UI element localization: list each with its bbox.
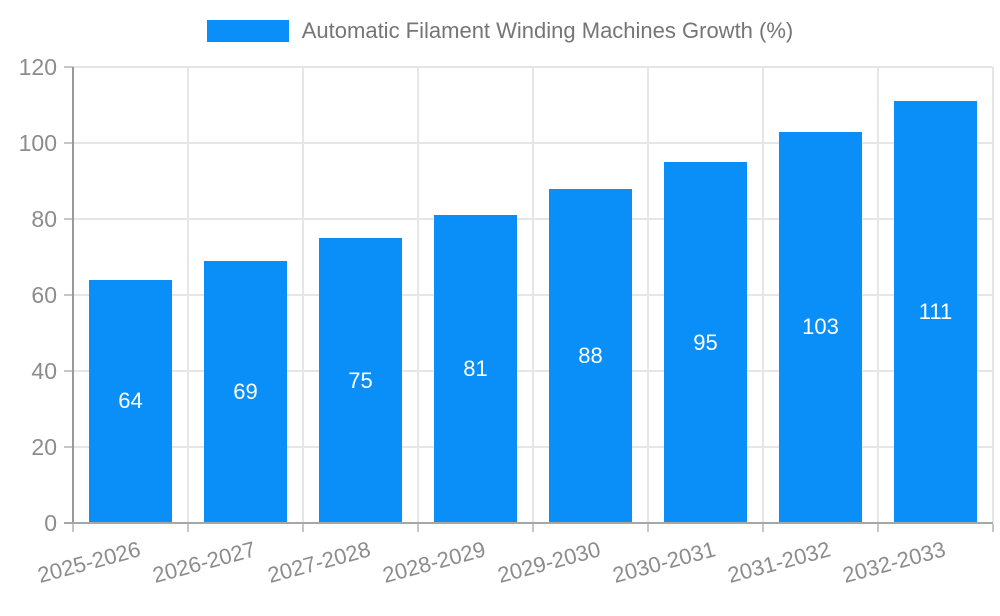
bar: 111 bbox=[894, 101, 977, 523]
x-axis-tick bbox=[532, 524, 534, 532]
y-axis-tick-label: 100 bbox=[18, 130, 57, 156]
bar: 81 bbox=[434, 215, 517, 523]
v-gridline bbox=[877, 67, 879, 523]
v-gridline bbox=[647, 67, 649, 523]
y-axis-tick-label: 0 bbox=[44, 510, 57, 536]
y-axis-tick-label: 120 bbox=[18, 54, 57, 80]
bar-value-label: 95 bbox=[693, 329, 718, 355]
x-axis-tick bbox=[877, 524, 879, 532]
v-gridline bbox=[302, 67, 304, 523]
y-axis-tick bbox=[64, 370, 73, 372]
y-axis-tick-label: 40 bbox=[31, 358, 57, 384]
y-axis-tick-label: 60 bbox=[31, 282, 57, 308]
y-axis-tick bbox=[64, 66, 73, 68]
bar: 69 bbox=[204, 260, 287, 523]
x-axis-tick bbox=[302, 524, 304, 532]
bar: 64 bbox=[89, 279, 172, 523]
bar: 95 bbox=[664, 162, 747, 523]
bar-value-label: 75 bbox=[348, 367, 373, 393]
legend-swatch bbox=[206, 20, 289, 42]
y-axis-tick-label: 20 bbox=[31, 434, 57, 460]
v-gridline bbox=[762, 67, 764, 523]
x-axis-tick bbox=[417, 524, 419, 532]
v-gridline bbox=[417, 67, 419, 523]
bar-value-label: 81 bbox=[463, 356, 488, 382]
plot-area: 0 20 40 60 80 100 120 64 69 75 81 88 95 103 111 2025-20… bbox=[18, 54, 994, 588]
x-axis-tick bbox=[72, 524, 74, 532]
bar-value-label: 111 bbox=[918, 299, 953, 325]
legend: Automatic Filament Winding Machines Grow… bbox=[0, 18, 1000, 44]
bar-value-label: 69 bbox=[233, 378, 258, 404]
x-axis-tick bbox=[647, 524, 649, 532]
legend-series-label: Automatic Filament Winding Machines Grow… bbox=[301, 18, 794, 43]
v-gridline bbox=[532, 67, 534, 523]
x-axis-tick bbox=[762, 524, 764, 532]
x-axis bbox=[64, 522, 993, 524]
y-axis-tick bbox=[64, 294, 73, 296]
y-axis-tick bbox=[64, 218, 73, 220]
y-axis-tick-label: 80 bbox=[31, 206, 57, 232]
bar: 75 bbox=[319, 238, 402, 523]
bar-value-label: 88 bbox=[578, 342, 603, 368]
v-gridline bbox=[187, 67, 189, 523]
y-axis-tick bbox=[64, 142, 73, 144]
bar-value-label: 103 bbox=[802, 314, 839, 340]
bar-chart: Automatic Filament Winding Machines Grow… bbox=[0, 18, 1000, 588]
x-axis-tick bbox=[187, 524, 189, 532]
bar: 103 bbox=[779, 131, 862, 523]
x-axis-tick bbox=[992, 524, 994, 532]
y-axis-tick bbox=[64, 446, 73, 448]
bar: 88 bbox=[549, 188, 632, 523]
y-axis bbox=[72, 67, 74, 531]
v-gridline bbox=[992, 67, 994, 523]
bar-value-label: 64 bbox=[118, 388, 143, 414]
